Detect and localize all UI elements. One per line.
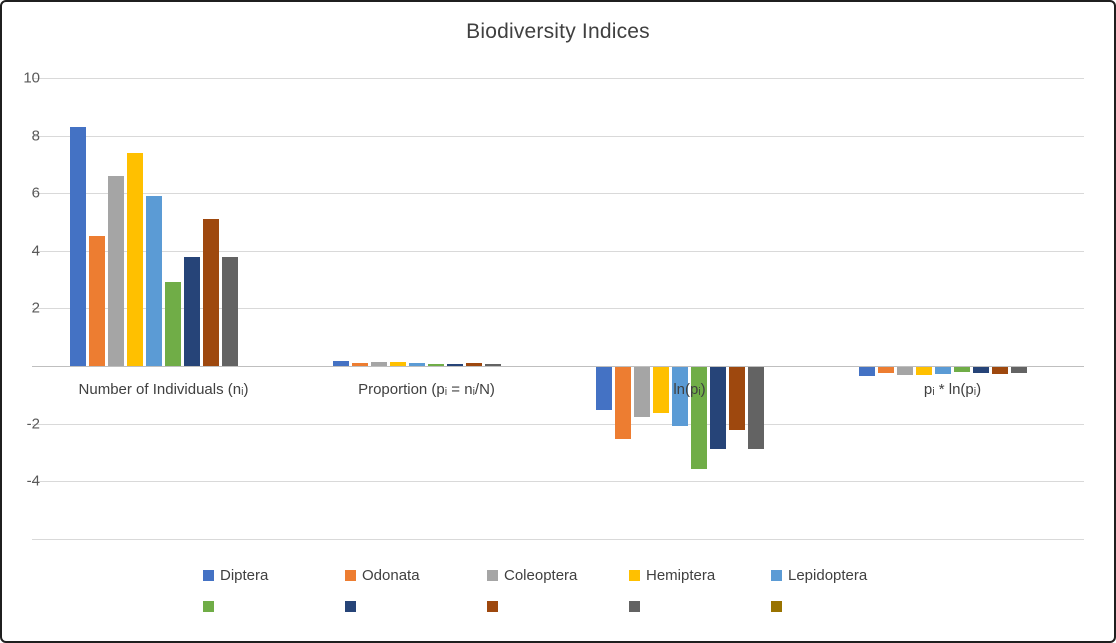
category-axis-label: Number of Individuals (nᵢ)	[78, 381, 249, 398]
bar	[165, 282, 181, 366]
category-axis-label: Proportion (pᵢ = nᵢ/N)	[358, 381, 495, 398]
bar	[1011, 367, 1027, 373]
y-axis-tick-label: 8	[31, 127, 40, 145]
legend-swatch	[345, 600, 356, 612]
chart-title: Biodiversity Indices	[466, 20, 650, 43]
gridline	[32, 538, 1084, 540]
y-axis-tick-label: -4	[26, 472, 40, 490]
bar	[710, 367, 726, 450]
bar	[859, 367, 875, 376]
legend-swatch	[629, 600, 640, 612]
bar	[108, 175, 124, 366]
bar	[184, 256, 200, 366]
legend-swatch	[629, 569, 640, 581]
bar	[127, 152, 143, 366]
bar	[954, 367, 970, 372]
y-axis-tick-label: 10	[23, 69, 40, 87]
legend-item	[487, 597, 629, 615]
bar	[992, 367, 1008, 374]
bar	[352, 363, 368, 366]
bar	[878, 367, 894, 374]
bar	[390, 361, 406, 366]
bar	[935, 367, 951, 375]
y-axis-tick-label: 6	[31, 184, 40, 202]
legend-item: Hemiptera	[629, 566, 771, 584]
bar	[596, 367, 612, 411]
bar	[691, 367, 707, 470]
legend-swatch	[487, 569, 498, 581]
gridline	[32, 193, 1084, 195]
legend-swatch	[771, 600, 782, 612]
bar	[89, 236, 105, 366]
legend-item: Coleoptera	[487, 566, 629, 584]
legend-label: Odonata	[362, 566, 420, 584]
bar	[428, 364, 444, 366]
bar	[409, 362, 425, 366]
bar	[485, 363, 501, 366]
bar	[333, 361, 349, 366]
gridline	[32, 135, 1084, 137]
y-axis-tick-label: 4	[31, 242, 40, 260]
bar	[615, 367, 631, 439]
gridline	[32, 481, 1084, 483]
bar	[70, 126, 86, 366]
legend-swatch	[345, 569, 356, 581]
bar	[897, 367, 913, 375]
legend-label: Hemiptera	[646, 566, 716, 584]
legend-item	[771, 597, 913, 615]
bar	[748, 367, 764, 450]
gridline	[32, 308, 1084, 310]
y-axis-tick-label: -2	[26, 415, 40, 433]
gridline	[32, 78, 1084, 79]
bar	[634, 367, 650, 418]
legend-item: Odonata	[345, 566, 487, 584]
category-axis-label: ln(pᵢ)	[673, 381, 706, 398]
bar	[146, 196, 162, 366]
legend-label: Lepidoptera	[788, 566, 868, 584]
bar	[447, 363, 463, 366]
legend: Diptera Odonata Coleoptera Hemiptera Lepidop…	[203, 566, 913, 615]
legend-item	[345, 597, 487, 615]
bar	[672, 367, 688, 427]
bar	[466, 362, 482, 366]
y-axis-tick-label: 2	[31, 299, 40, 317]
legend-swatch	[203, 600, 214, 612]
legend-item: Lepidoptera	[771, 566, 913, 584]
bar	[222, 256, 238, 366]
bar	[203, 219, 219, 366]
bar	[973, 367, 989, 373]
bar	[653, 367, 669, 414]
bar	[371, 361, 387, 366]
gridline	[32, 423, 1084, 425]
legend-swatch	[203, 569, 214, 581]
legend-item: Diptera	[203, 566, 345, 584]
legend-item	[203, 597, 345, 615]
bar	[916, 367, 932, 376]
legend-swatch	[487, 600, 498, 612]
gridline	[32, 250, 1084, 252]
legend-item	[629, 597, 771, 615]
legend-label: Diptera	[220, 566, 269, 584]
bar	[729, 367, 745, 431]
legend-label: Coleoptera	[504, 566, 578, 584]
x-axis-line	[32, 366, 1084, 367]
category-axis-label: pᵢ * ln(pᵢ)	[923, 381, 982, 398]
legend-swatch	[771, 569, 782, 581]
